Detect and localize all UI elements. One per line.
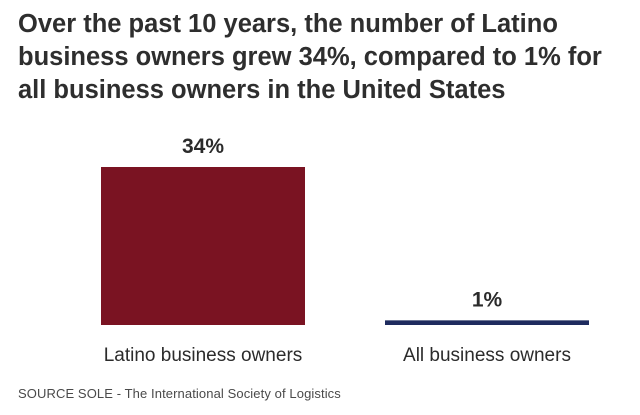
bar-latino-business-owners (101, 167, 305, 325)
data-label: 34% (182, 135, 224, 158)
category-label: Latino business owners (104, 345, 303, 366)
category-label: All business owners (403, 345, 571, 366)
chart-title: Over the past 10 years, the number of La… (18, 10, 602, 104)
data-label: 1% (472, 288, 503, 311)
source-note: SOURCE SOLE - The International Society … (18, 386, 341, 401)
bar-all-business-owners (385, 320, 589, 325)
bar-chart: 34% Latino business owners 1% All business … (101, 135, 589, 366)
